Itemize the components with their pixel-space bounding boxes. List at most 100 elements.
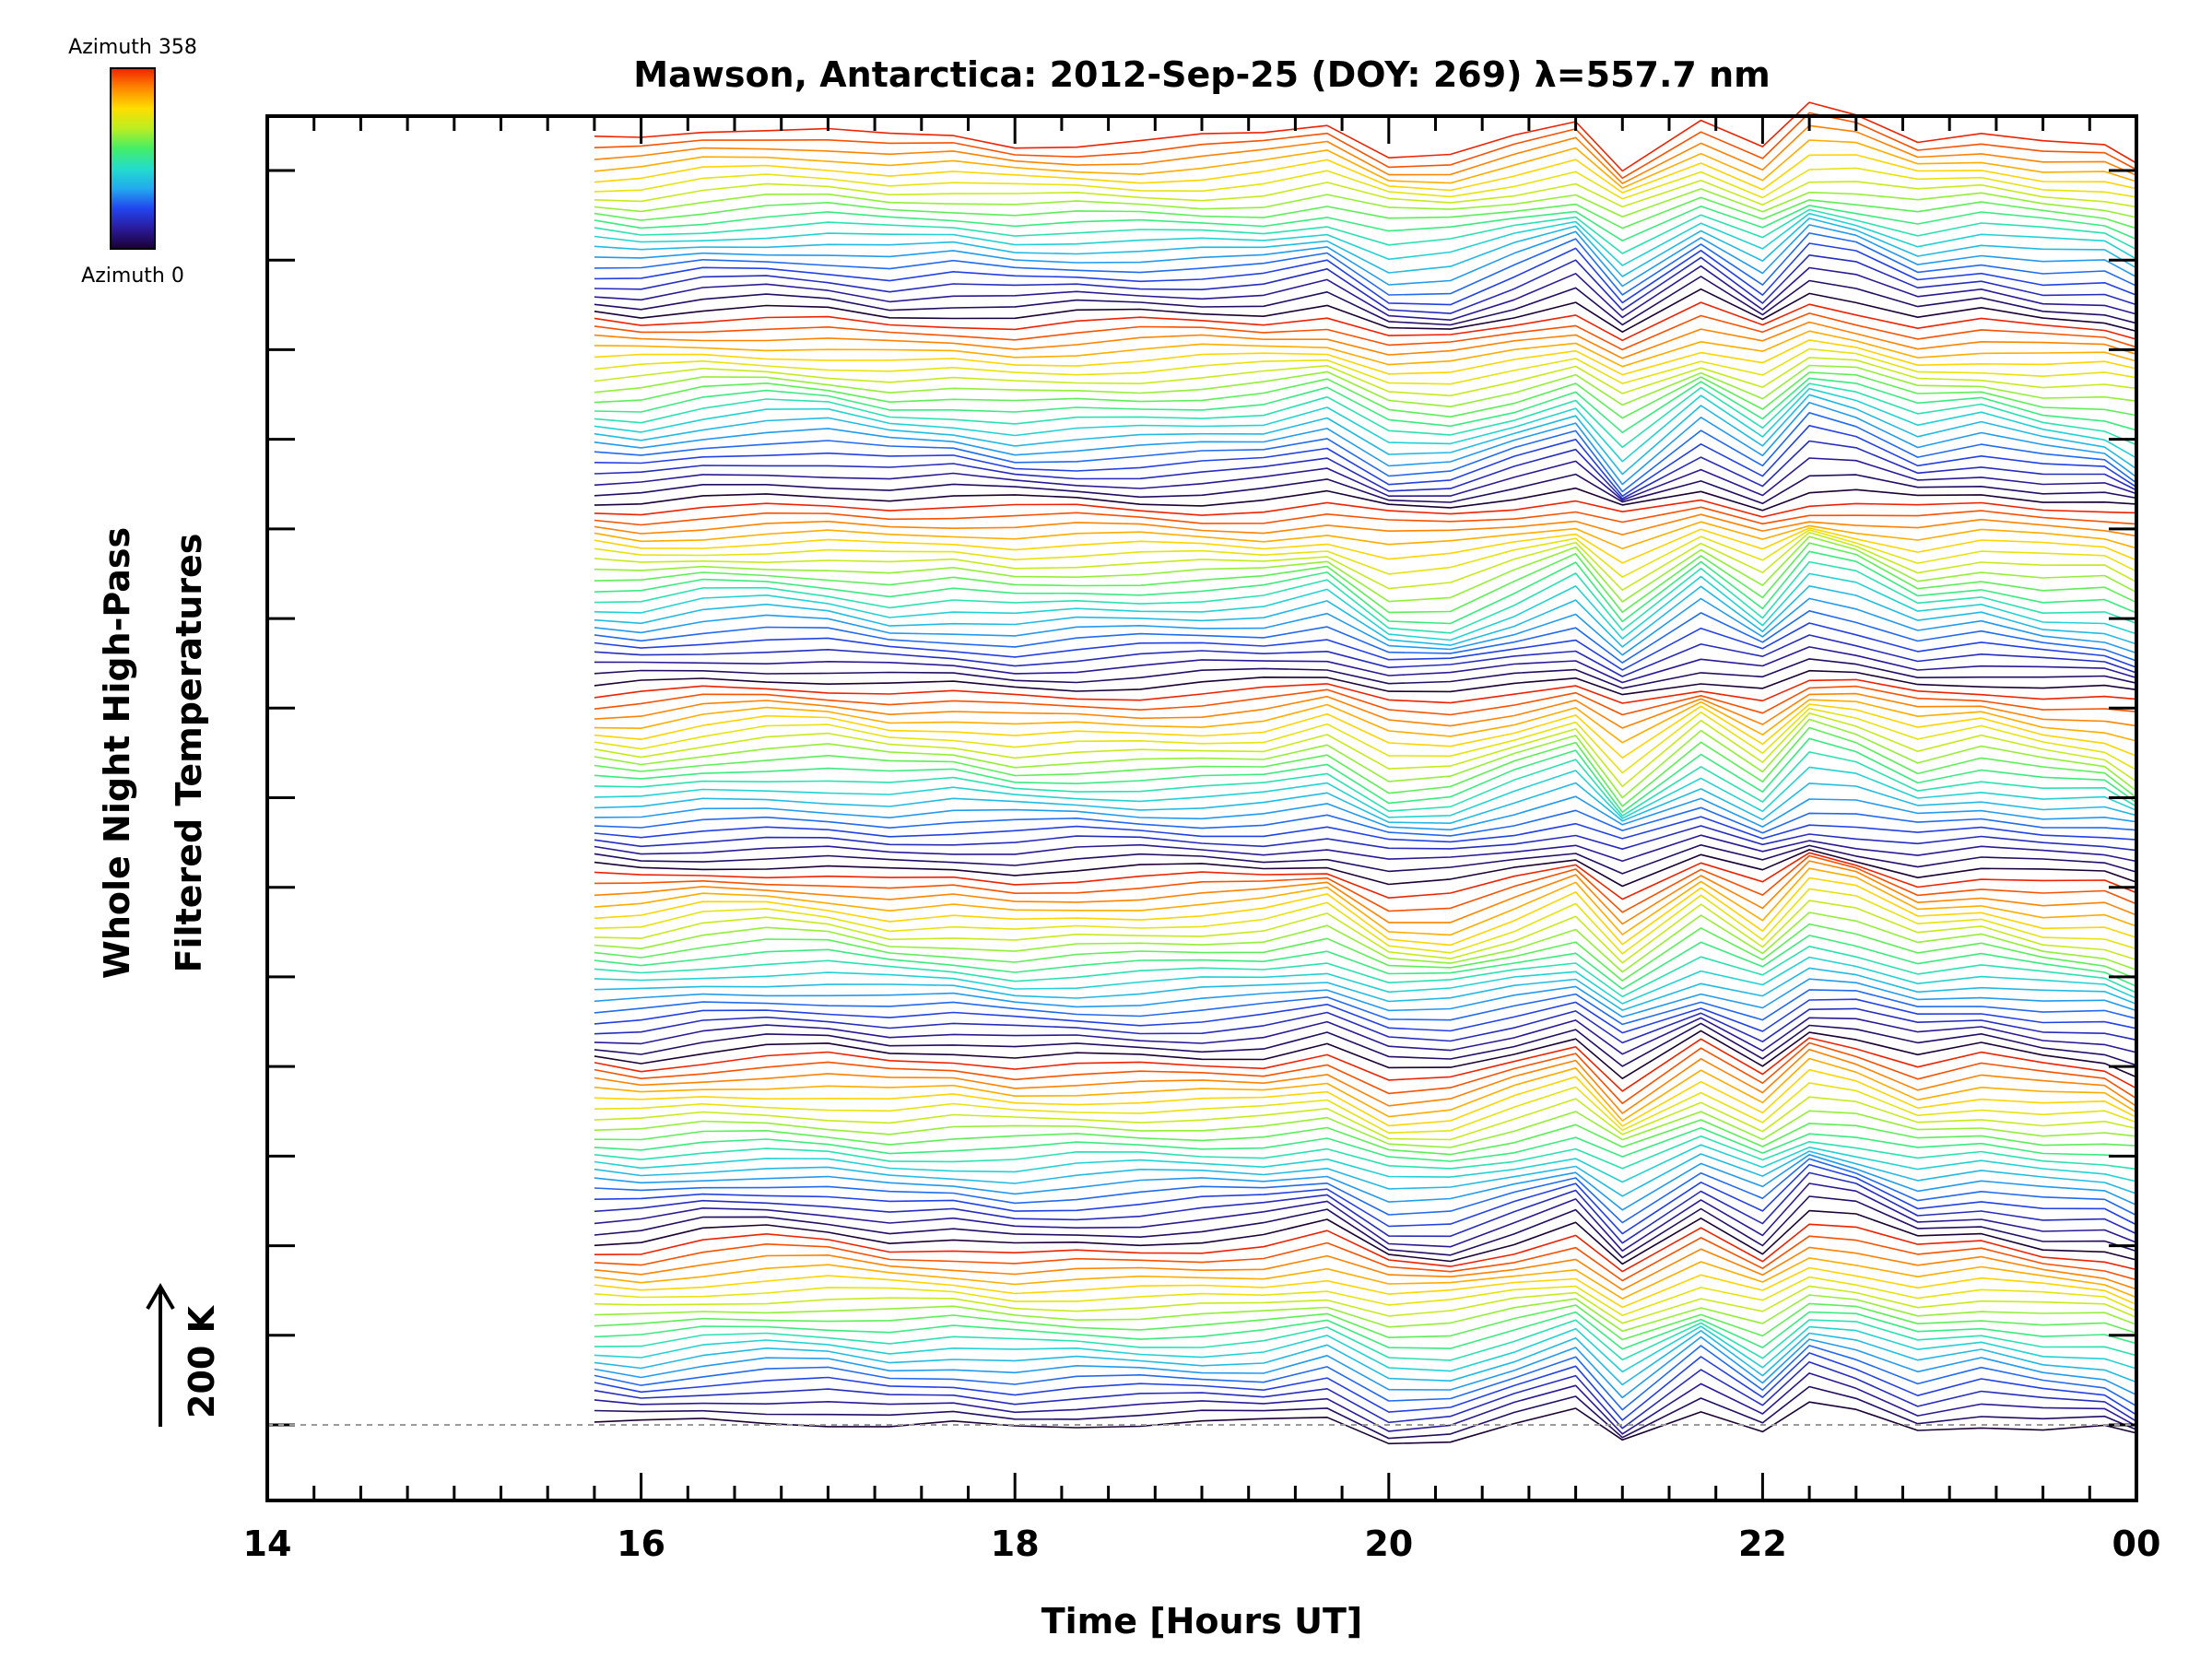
series-line xyxy=(594,1171,2137,1244)
series-line xyxy=(594,1325,2137,1373)
x-tick-label: 18 xyxy=(991,1524,1040,1564)
series-line xyxy=(594,1007,2137,1044)
scale-bar: 200 K xyxy=(146,1283,222,1427)
series-line xyxy=(594,1150,2137,1197)
series-line xyxy=(594,321,2137,359)
series-line xyxy=(594,101,2137,172)
series-line xyxy=(594,946,2137,998)
series-line xyxy=(594,473,2137,505)
series-line xyxy=(594,424,2137,498)
y-axis-label-line2: Filtered Temperatures xyxy=(169,534,209,973)
x-tick-label: 00 xyxy=(2112,1524,2161,1564)
series-line xyxy=(594,440,2137,500)
series-line xyxy=(594,188,2137,218)
series-line xyxy=(594,584,2137,648)
series-line xyxy=(594,1276,2137,1316)
series-line xyxy=(594,852,2137,900)
series-line xyxy=(594,692,2137,729)
series-line xyxy=(594,923,2137,982)
series-line xyxy=(594,622,2137,671)
series-line xyxy=(594,1311,2137,1350)
series-line xyxy=(594,387,2137,463)
series-line xyxy=(594,1096,2137,1141)
series-line xyxy=(594,1082,2137,1134)
series-line xyxy=(594,527,2137,564)
series-line xyxy=(594,1144,2137,1183)
series-line xyxy=(594,1048,2137,1114)
series-line xyxy=(594,646,2137,684)
series-line xyxy=(594,139,2137,189)
series-line xyxy=(594,609,2137,664)
series-line xyxy=(594,377,2137,434)
chart-title: Mawson, Antarctica: 2012-Sep-25 (DOY: 26… xyxy=(633,54,1770,95)
series-line xyxy=(594,1352,2137,1421)
series-line xyxy=(594,529,2137,578)
series-line xyxy=(594,718,2137,799)
series-line xyxy=(594,487,2137,512)
series-line xyxy=(594,154,2137,194)
series-layer xyxy=(594,101,2137,1445)
series-line xyxy=(594,124,2137,184)
series-line xyxy=(594,531,2137,592)
series-line xyxy=(594,339,2137,376)
series-line xyxy=(594,1266,2137,1309)
series-line xyxy=(594,208,2137,254)
series-line xyxy=(594,1401,2137,1445)
series-line xyxy=(594,737,2137,814)
series-line xyxy=(594,205,2137,242)
series-line xyxy=(594,224,2137,288)
series-line xyxy=(594,1223,2137,1273)
series-line xyxy=(594,371,2137,419)
colorbar-top-label: Azimuth 358 xyxy=(68,36,197,59)
series-line xyxy=(594,1302,2137,1341)
scale-arrow-head xyxy=(146,1283,175,1311)
series-line xyxy=(594,634,2137,677)
series-line xyxy=(594,499,2137,518)
series-line xyxy=(594,112,2137,180)
series-line xyxy=(594,1372,2137,1435)
colorbar-legend: Azimuth 358 Azimuth 0 xyxy=(68,36,197,288)
series-line xyxy=(594,860,2137,925)
series-line xyxy=(594,1209,2137,1265)
series-line xyxy=(594,1246,2137,1291)
series-line xyxy=(594,401,2137,486)
series-line xyxy=(594,1126,2137,1162)
series-line xyxy=(594,1119,2137,1156)
plot-frame xyxy=(265,114,2138,1502)
series-line xyxy=(594,1158,2137,1224)
series-line xyxy=(594,707,2137,774)
series-line xyxy=(594,1319,2137,1361)
series-line xyxy=(594,956,2137,1005)
series-line xyxy=(594,935,2137,990)
series-line xyxy=(594,658,2137,689)
series-line xyxy=(594,364,2137,408)
series-line xyxy=(594,265,2137,322)
series-line xyxy=(594,218,2137,277)
series-line xyxy=(594,877,2137,947)
series-line xyxy=(594,180,2137,208)
series-line xyxy=(594,253,2137,314)
series-line xyxy=(594,1345,2137,1411)
series-line xyxy=(594,888,2137,955)
series-line xyxy=(594,834,2137,863)
series-line xyxy=(594,703,2137,759)
series-line xyxy=(594,411,2137,493)
axis-ticks: 14 16 18 20 22 00 xyxy=(243,116,2161,1564)
x-tick-label: 20 xyxy=(1364,1524,1413,1564)
series-line xyxy=(594,699,2137,744)
series-line xyxy=(594,1135,2137,1171)
series-line xyxy=(594,816,2137,843)
series-line xyxy=(594,1022,2137,1067)
series-line xyxy=(594,1017,2137,1055)
series-line xyxy=(594,572,2137,641)
series-line xyxy=(594,854,2137,913)
series-line xyxy=(594,1235,2137,1282)
series-line xyxy=(594,751,2137,818)
series-line xyxy=(594,513,2137,537)
series-line xyxy=(594,382,2137,449)
series-line xyxy=(594,560,2137,634)
series-line xyxy=(594,312,2137,351)
series-line xyxy=(594,1068,2137,1127)
series-line xyxy=(594,1195,2137,1259)
